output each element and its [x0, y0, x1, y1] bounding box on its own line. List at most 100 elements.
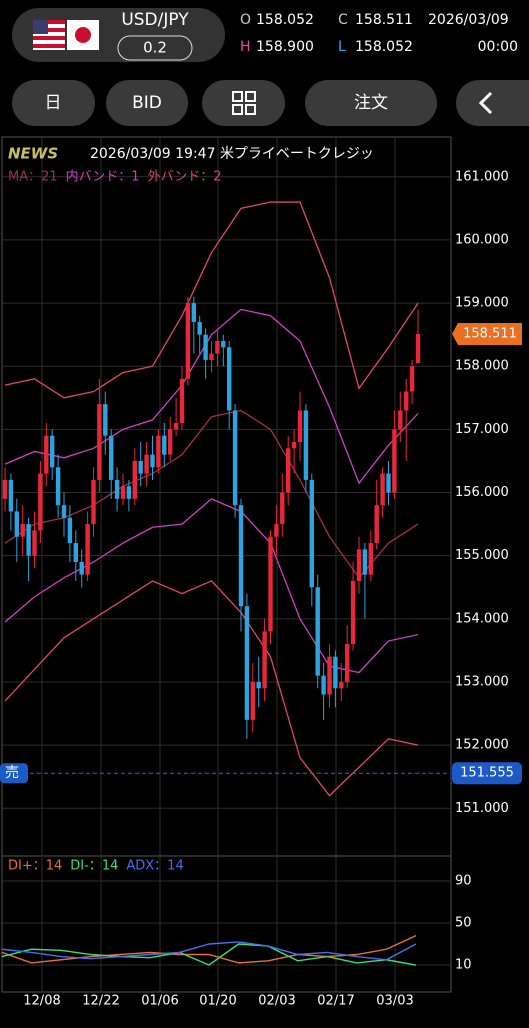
candle-body [362, 549, 368, 575]
candle-body [2, 479, 8, 499]
layout-button[interactable] [202, 80, 285, 126]
candle-body [238, 505, 244, 607]
candle-body [209, 353, 214, 360]
order-side: 売 [5, 765, 19, 781]
candle-body [168, 429, 173, 455]
candle-body [109, 435, 114, 480]
candle-body [55, 467, 61, 506]
x-tick-label: 12/08 [23, 994, 60, 1009]
candle-body [274, 524, 279, 537]
candle-body [398, 410, 403, 430]
candle-body [61, 505, 67, 518]
price-type-button[interactable] [106, 80, 188, 126]
candle-body [268, 536, 273, 632]
candle-body [91, 479, 96, 525]
candle-body [85, 524, 90, 575]
news-tag[interactable]: NEWS [8, 145, 58, 163]
candle-body [191, 303, 196, 323]
y-tick-label: 158.000 [455, 359, 509, 374]
candle-body [262, 631, 267, 689]
indicator-tick-label: 50 [455, 916, 472, 931]
period-button[interactable] [12, 80, 95, 126]
x-tick-label: 12/22 [82, 994, 119, 1009]
candle-body [197, 322, 202, 335]
candle-body [315, 587, 320, 676]
candle-body [38, 473, 43, 531]
chart-frame [1, 136, 452, 993]
candle-body [333, 656, 338, 689]
candle-body [32, 530, 37, 556]
candle-body [392, 429, 397, 493]
y-tick-label: 155.000 [455, 548, 509, 563]
candle-body [232, 410, 238, 506]
grid-icon [232, 91, 256, 115]
candle-body [291, 442, 297, 449]
back-icon [478, 91, 493, 115]
high-value: 158.900 [256, 39, 314, 55]
time: 00:00 [478, 39, 518, 55]
candle-body [20, 524, 25, 537]
candle-body [415, 333, 421, 363]
legend-entry: 内バンド：1 [66, 169, 140, 185]
candle-body [309, 479, 314, 588]
candle-body [227, 347, 232, 411]
candle-body [286, 448, 291, 493]
y-tick-label: 160.000 [455, 232, 509, 247]
candle-body [409, 366, 415, 392]
back-button[interactable] [456, 80, 529, 126]
candle-body [132, 460, 137, 499]
candle-body [327, 656, 332, 695]
order-button[interactable] [305, 80, 437, 126]
candle-body [185, 303, 191, 379]
candle-body [97, 404, 102, 480]
y-tick-label: 161.000 [455, 169, 509, 184]
candle-body [67, 517, 73, 544]
order-price-tag [452, 762, 522, 785]
y-tick-label: 157.000 [455, 422, 509, 437]
x-tick-label: 02/17 [317, 994, 354, 1009]
candle-body [144, 454, 149, 474]
candle-body [26, 524, 31, 556]
candle-body [321, 675, 326, 695]
candle-body [173, 423, 179, 430]
news-text[interactable]: 2026/03/09 19:47 米プライベートクレジッ [90, 146, 374, 162]
date: 2026/03/09 [428, 12, 509, 28]
candle-body [221, 340, 226, 348]
indicator-legend: DI+：14 [8, 859, 62, 874]
low-label: L [338, 39, 346, 55]
band-line [4, 201, 419, 399]
candle-body [297, 410, 303, 443]
band-line [4, 409, 419, 579]
indicator-legend: ADX：14 [126, 859, 183, 874]
pair: USD/JPY [121, 10, 189, 30]
price-type: BID [132, 93, 162, 113]
close-value: 158.511 [355, 12, 413, 28]
indicator-tick-label: 10 [455, 958, 472, 973]
open-value: 158.052 [256, 12, 314, 28]
candle-body [79, 561, 84, 575]
band-line [4, 580, 419, 797]
band-line [4, 498, 419, 674]
candle-body [386, 473, 391, 493]
candle-body [120, 486, 126, 499]
current-price: 158.511 [463, 326, 517, 341]
open-label: O [240, 12, 251, 28]
y-tick-label: 151.000 [455, 801, 509, 816]
candle-body [350, 580, 356, 645]
high-label: H [240, 39, 251, 55]
low-value: 158.052 [355, 39, 413, 55]
candle-body [250, 681, 255, 720]
period: 日 [45, 93, 62, 113]
plot: 12/08 12/22 01/06 01/20 02/03 02/17 03/03 161.0… [0, 137, 522, 1009]
x-tick-label: 01/20 [199, 994, 236, 1009]
candle-body [368, 543, 373, 575]
candle-body [280, 492, 285, 525]
pair-pill[interactable] [12, 8, 225, 62]
candle-body [156, 435, 161, 468]
candle-body [374, 505, 379, 544]
candle-body [380, 473, 385, 506]
spread: 0.2 [143, 39, 167, 57]
candle-body [14, 511, 19, 537]
x-tick-label: 02/03 [258, 994, 295, 1009]
